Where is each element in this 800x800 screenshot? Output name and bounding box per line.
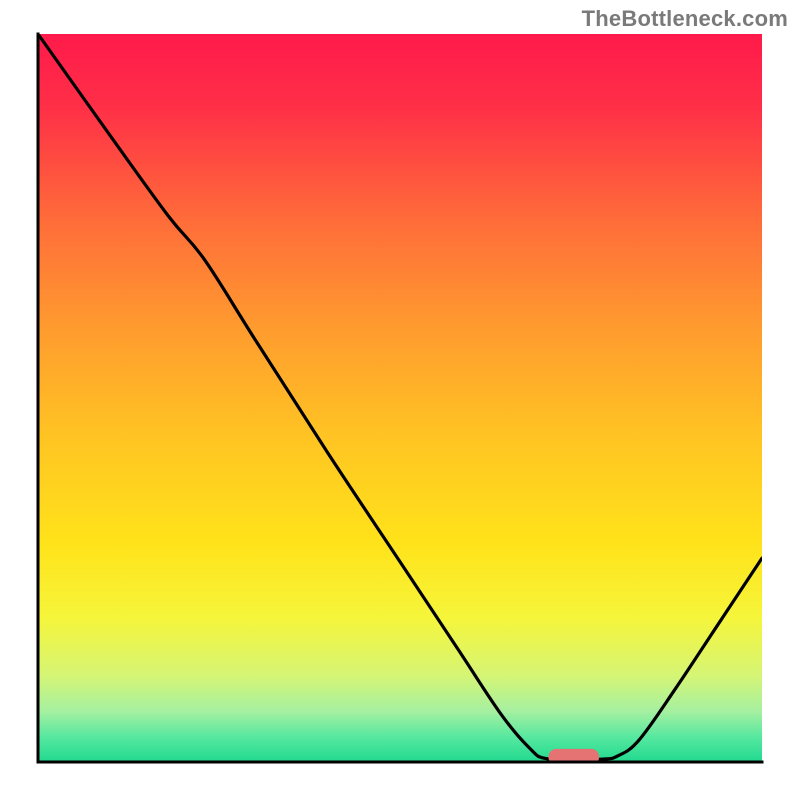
chart-canvas: TheBottleneck.com <box>0 0 800 800</box>
chart-svg <box>0 0 800 800</box>
watermark-text: TheBottleneck.com <box>582 6 788 32</box>
gradient-background <box>38 34 762 762</box>
